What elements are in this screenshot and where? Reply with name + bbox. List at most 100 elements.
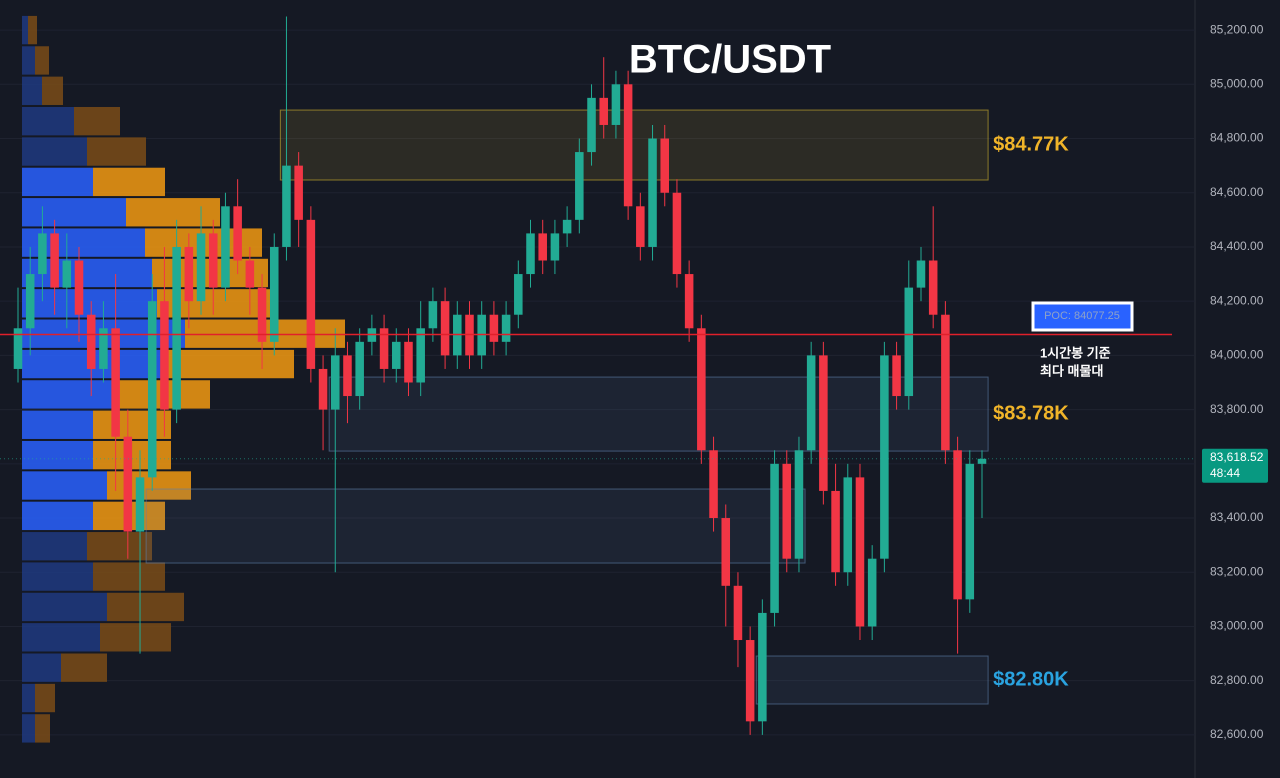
candle-body (135, 477, 145, 532)
profile-buy (22, 653, 61, 682)
candle-body (575, 152, 584, 220)
profile-sell (100, 623, 171, 652)
profile-sell (93, 410, 171, 439)
candle-body (831, 490, 840, 573)
candle-body (855, 477, 865, 627)
zone-label: $82.80K (993, 668, 1069, 690)
candle-body (697, 328, 706, 451)
profile-buy (22, 137, 87, 166)
profile-sell (87, 137, 146, 166)
candle-body (379, 328, 389, 369)
poc-note: 1시간봉 기준 (1040, 345, 1111, 360)
poc-label: POC: 84077.25 (1044, 310, 1120, 322)
candle-body (233, 206, 242, 261)
zone (755, 655, 989, 705)
candle-body (282, 165, 291, 247)
profile-buy (22, 714, 35, 743)
profile-sell (35, 46, 49, 75)
y-tick-label: 85,200.00 (1210, 22, 1264, 36)
candle-body (733, 585, 743, 641)
candle-body (745, 640, 755, 722)
y-tick-label: 85,000.00 (1210, 76, 1264, 90)
candle-body (514, 274, 523, 315)
y-tick-label: 84,000.00 (1210, 348, 1264, 362)
poc-box (1031, 301, 1134, 332)
candle-body (404, 341, 413, 383)
profile-buy (22, 76, 42, 105)
candle-body (538, 233, 547, 261)
candle-body (99, 328, 108, 369)
profile-sell (107, 592, 184, 622)
y-tick-label: 84,800.00 (1210, 131, 1264, 145)
candle-body (782, 463, 792, 559)
candle-body (392, 341, 401, 369)
profile-buy (22, 623, 100, 652)
profile-buy (22, 471, 107, 500)
candle-body (636, 206, 645, 247)
zone (145, 488, 806, 564)
y-tick-label: 83,200.00 (1210, 564, 1264, 578)
candle-body (721, 518, 731, 586)
candle-body (953, 450, 962, 600)
profile-sell (93, 562, 165, 591)
profile-sell (35, 683, 55, 713)
candle-body (196, 233, 206, 302)
candle-body (355, 341, 364, 397)
candle-body (25, 274, 35, 329)
profile-sell (167, 349, 294, 379)
profile-buy (22, 106, 74, 136)
candle-body (709, 450, 718, 519)
y-tick-label: 84,200.00 (1210, 293, 1264, 307)
poc-note: 최다 매물대 (1040, 363, 1103, 378)
candle-body (977, 458, 987, 464)
candle-body (257, 287, 267, 342)
y-tick-label: 82,800.00 (1210, 673, 1264, 687)
candle-body (660, 138, 670, 193)
profile-buy (22, 562, 93, 591)
candle-body (221, 206, 230, 288)
candle-body (562, 219, 572, 234)
candle-body (208, 233, 218, 288)
profile-sell (35, 714, 50, 743)
candle-body (343, 355, 352, 397)
candle-body (648, 138, 657, 247)
candle-body (160, 301, 169, 410)
candle-body (758, 612, 767, 722)
profile-buy (22, 532, 87, 561)
candle-body (916, 260, 926, 288)
candle-body (794, 450, 804, 559)
price-badge-timer: 48:44 (1210, 466, 1240, 480)
candle-body (172, 246, 181, 410)
zone-label: $83.78K (993, 402, 1069, 424)
candle-body (843, 477, 853, 573)
profile-buy (22, 46, 35, 75)
profile-sell (87, 532, 152, 561)
candle-body (269, 246, 279, 342)
candle-body (965, 463, 975, 600)
profile-buy (22, 501, 93, 531)
candle-body (526, 233, 535, 275)
profile-buy (22, 15, 28, 45)
candle-body (501, 314, 511, 342)
zones: $84.77K $83.78K $82.80K (145, 109, 1069, 705)
zone-label: $84.77K (993, 133, 1069, 155)
profile-buy (22, 167, 93, 197)
candle-body (50, 233, 59, 288)
profile-sell (61, 653, 107, 682)
candle-body (928, 260, 938, 315)
candle-body (86, 314, 96, 369)
candle-body (672, 192, 682, 275)
candle-body (806, 355, 816, 451)
y-tick-label: 82,600.00 (1210, 727, 1264, 741)
candle-body (489, 314, 499, 342)
candle-body (38, 233, 47, 275)
candle-body (147, 301, 157, 478)
profile-sell (74, 106, 120, 136)
y-tick-label: 84,400.00 (1210, 239, 1264, 253)
profile-buy (22, 592, 107, 622)
profile-sell (93, 167, 165, 197)
price-badge-value: 83,618.52 (1210, 450, 1264, 464)
